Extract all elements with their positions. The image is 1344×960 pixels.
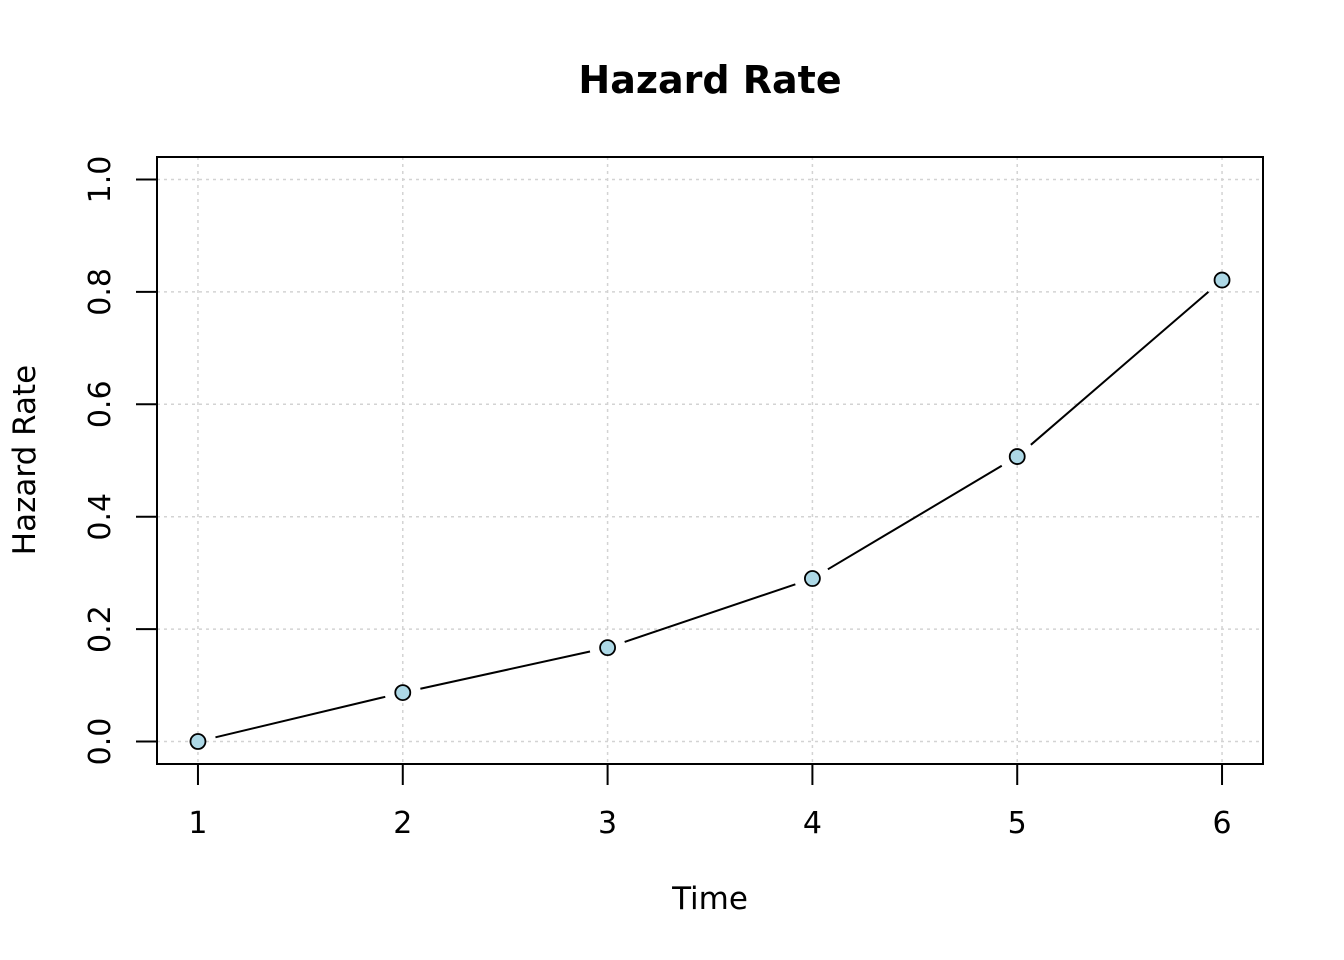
grid [157,157,1263,764]
x-tick-label-5: 5 [1008,806,1027,841]
y-tick-label-1.0: 1.0 [83,156,118,204]
data-point-4 [804,570,821,587]
x-tick-label-6: 6 [1212,806,1231,841]
y-tick-label-0.4: 0.4 [83,493,118,541]
y-axis-label: Hazard Rate [7,365,43,555]
series-line-segment-1 [215,695,386,739]
x-axis-label: Time [671,881,748,917]
x-axis: 1 2 3 4 5 6 [188,763,1232,841]
series-line-segment-5 [1030,291,1210,446]
y-tick-label-0.2: 0.2 [83,605,118,653]
y-tick-label-0.0: 0.0 [83,718,118,766]
series-line-segment-2 [420,650,591,690]
series-line-segment-4 [827,464,1003,571]
data-point-3 [599,639,616,657]
x-tick-label-3: 3 [598,806,617,841]
data-points [189,271,1231,750]
series-line-segment-3 [624,583,796,643]
chart-title: Hazard Rate [578,58,841,102]
y-axis: 0.0 0.2 0.4 0.6 0.8 1.0 [83,156,158,766]
x-tick-label-4: 4 [803,806,822,841]
data-point-5 [1008,448,1026,465]
x-tick-label-2: 2 [393,806,412,841]
plot-frame [156,156,1264,765]
y-tick-label-0.6: 0.6 [83,380,118,428]
y-tick-label-0.8: 0.8 [83,268,118,316]
x-tick-label-1: 1 [188,806,207,841]
data-point-2 [394,684,412,702]
data-point-1 [189,733,207,750]
series-line-layer [215,291,1210,739]
data-point-6 [1213,271,1231,289]
